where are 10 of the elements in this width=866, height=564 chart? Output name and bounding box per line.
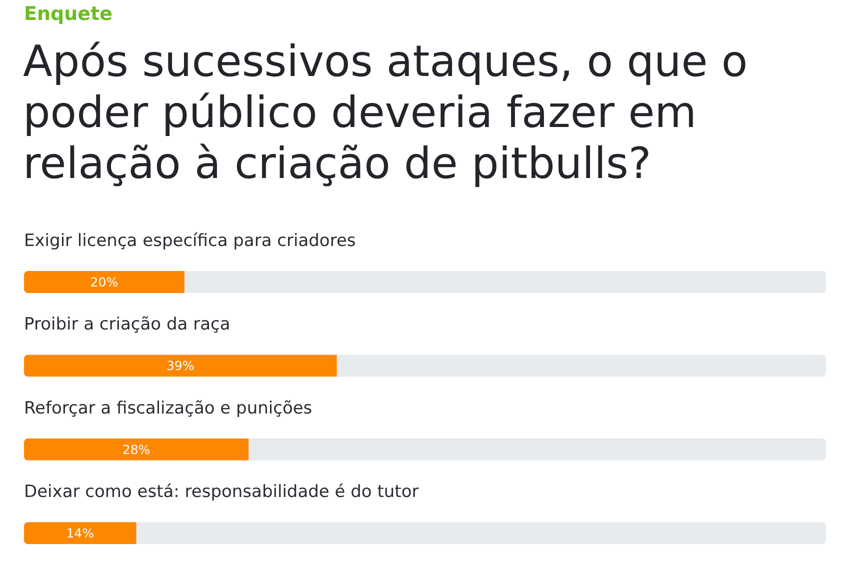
data-label: 39% <box>166 358 194 374</box>
y-tick-label: Exigir licença específica para criadores <box>24 231 356 251</box>
data-label: 14% <box>66 526 94 541</box>
data-label: 20% <box>90 274 118 290</box>
data-label: 28% <box>122 442 150 457</box>
y-tick-label: Deixar como está: responsabilidade é do tutor <box>24 482 419 502</box>
chart-title: Após sucessivos ataques, o que o poder público deveria fazer em relação à criação de pitbulls? <box>23 37 748 189</box>
y-tick-label: Proibir a criação da raça <box>24 314 230 335</box>
y-tick-label: Reforçar a fiscalização e punições <box>24 398 312 418</box>
chart-subtitle: Enquete <box>24 3 112 25</box>
